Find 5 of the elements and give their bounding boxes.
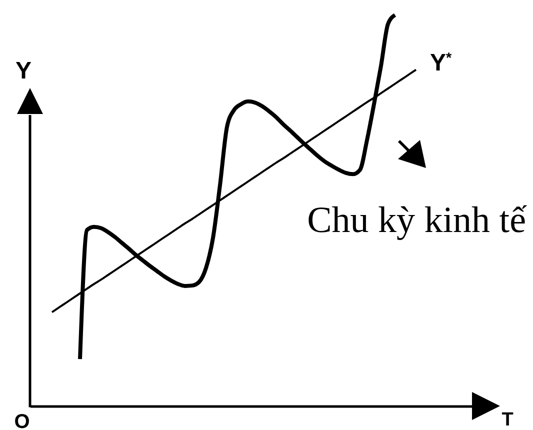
x-axis-title: T [502,410,514,430]
y-axis-title: Y [15,58,32,84]
text: O [14,411,30,430]
annotation: Chu kỳ kinh tế [307,200,528,241]
series-label: Y$^{*}$ [430,50,452,77]
